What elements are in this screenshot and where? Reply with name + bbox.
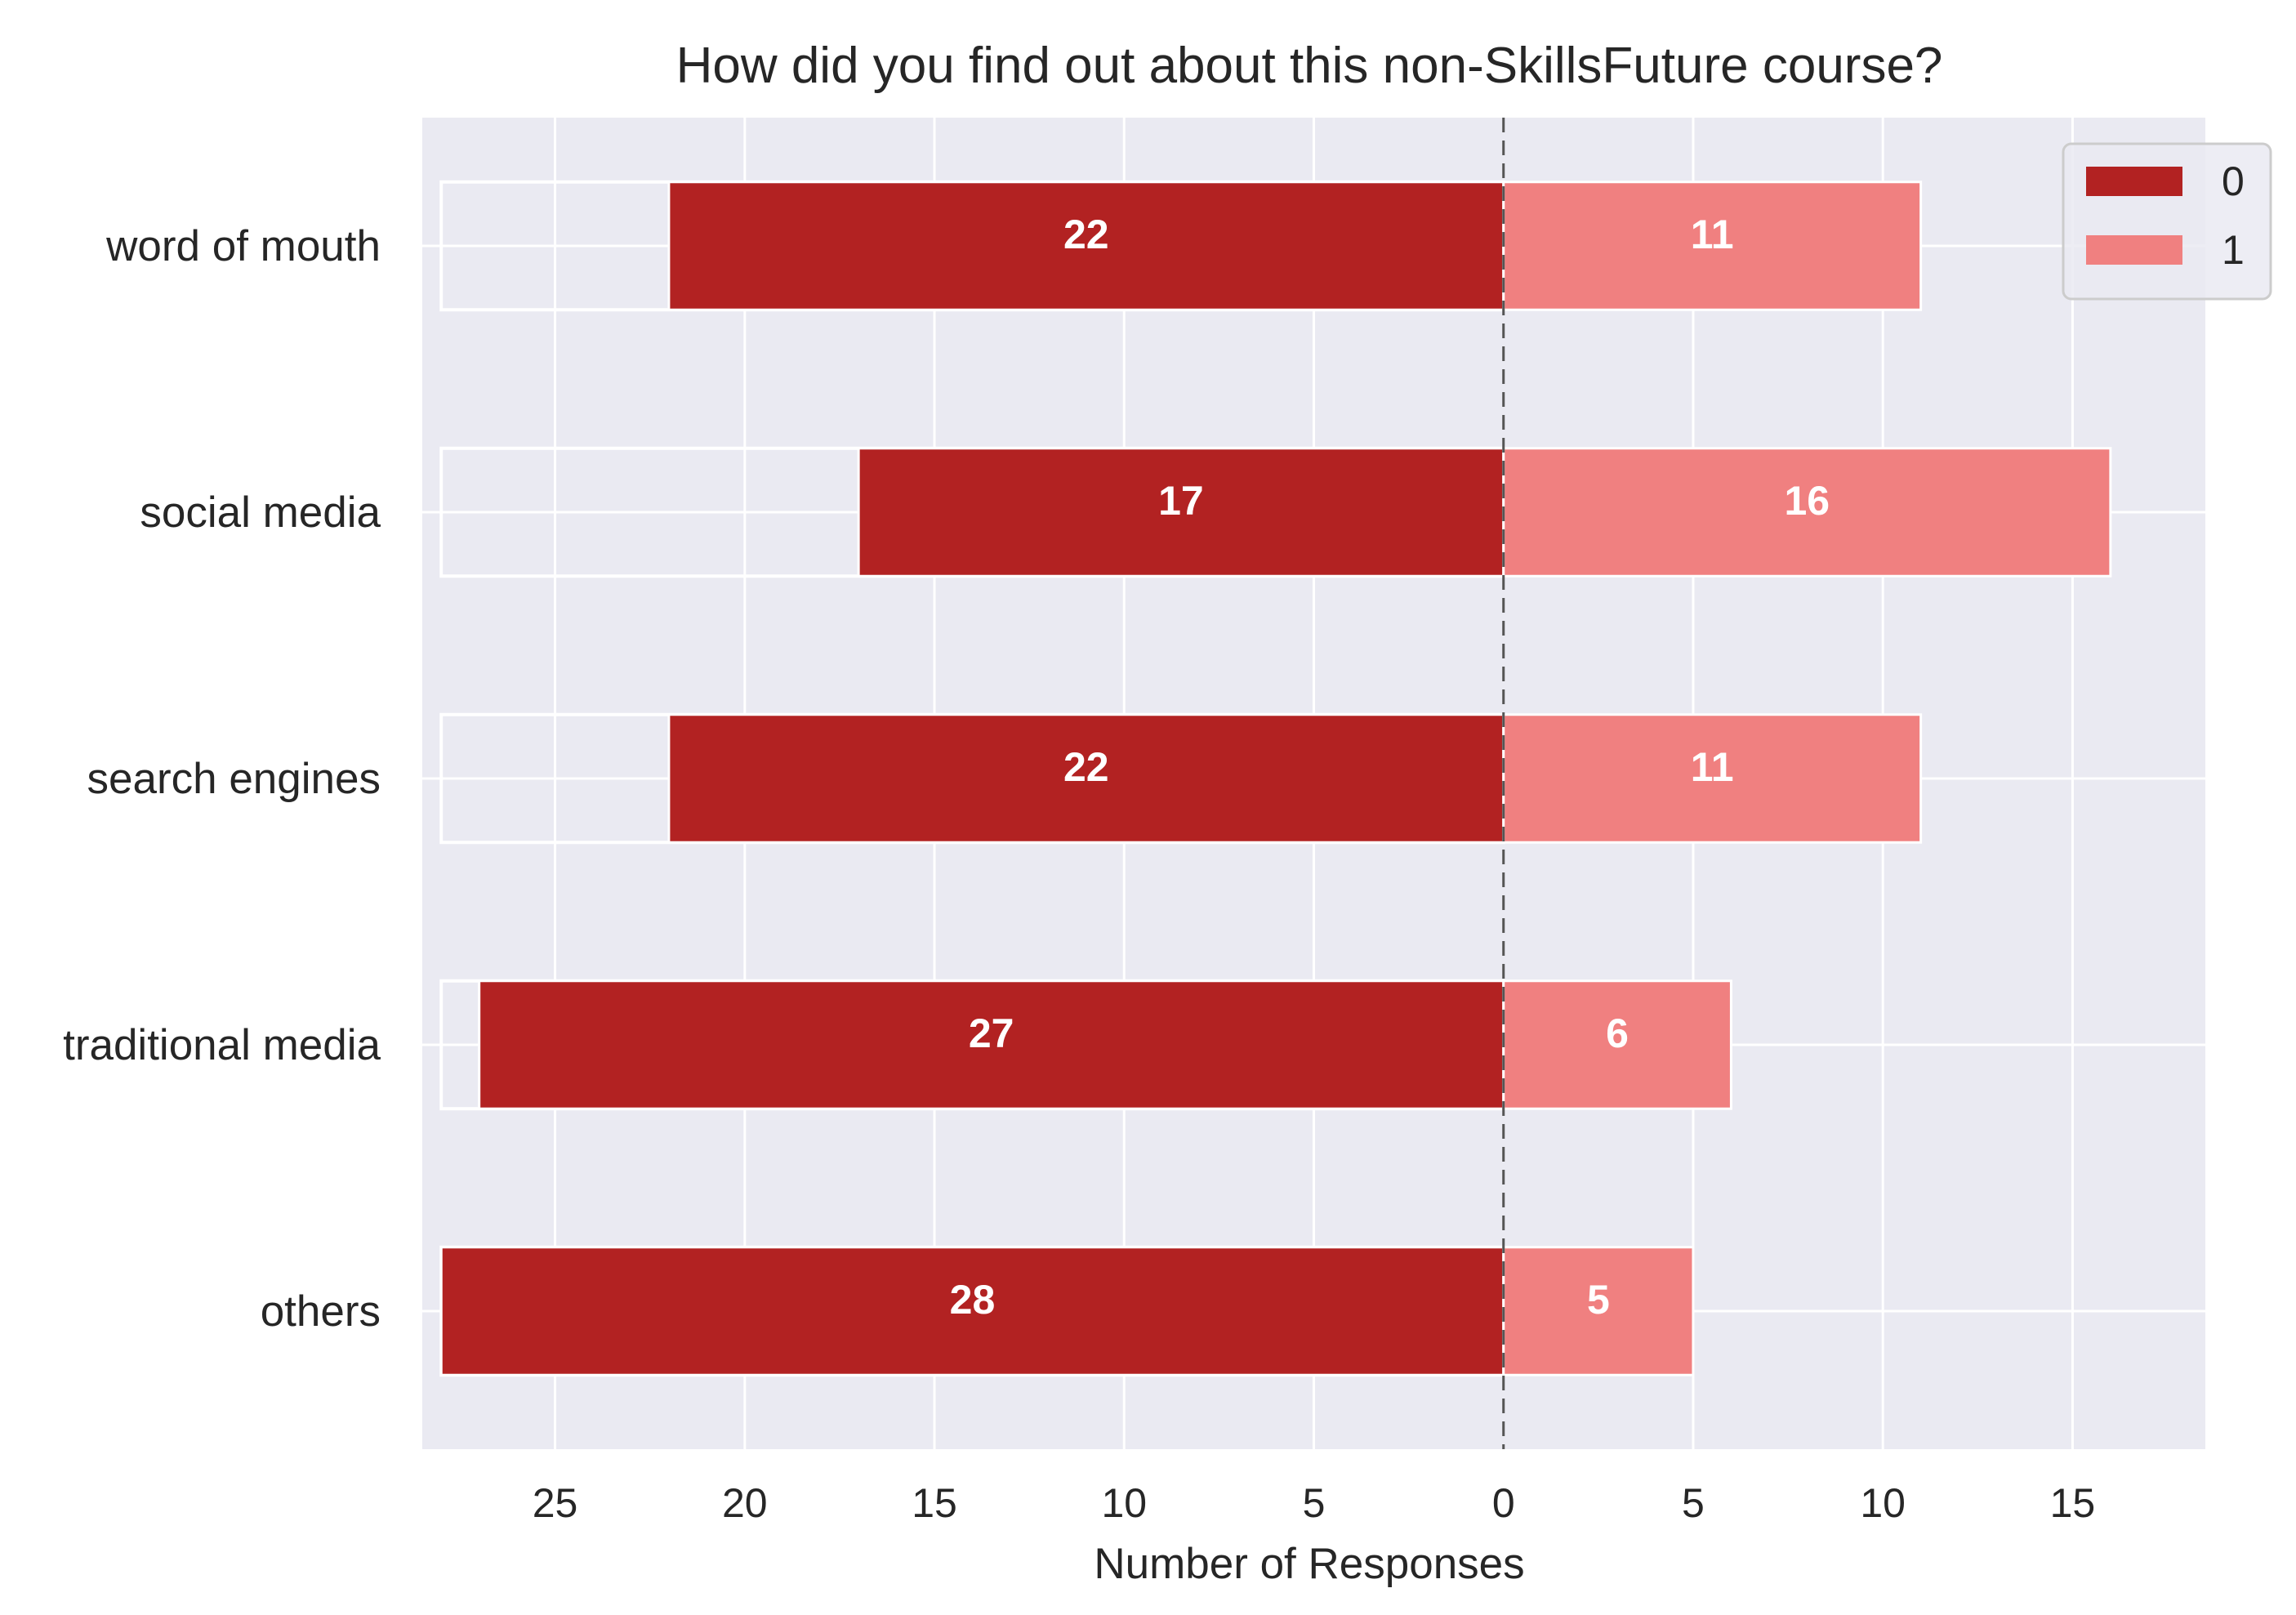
x-tick-label-8: 15	[2050, 1480, 2096, 1526]
x-tick-label-4: 5	[1303, 1480, 1326, 1526]
y-tick-label-1: social media	[140, 489, 381, 537]
bar-label-series-1-4: 5	[1587, 1277, 1610, 1323]
bar-series-1-3	[1502, 979, 1732, 1110]
bar-label-series-0-2: 22	[1063, 744, 1109, 790]
bar-label-series-0-0: 22	[1063, 212, 1109, 257]
x-tick-label-0: 25	[533, 1480, 578, 1526]
y-axis-tick-labels: word of mouth social media search engines t…	[63, 222, 381, 1336]
bar-label-series-1-1: 16	[1784, 478, 1830, 524]
legend-swatch-1	[2086, 235, 2182, 265]
x-tick-label-7: 10	[1860, 1480, 1906, 1526]
bar-label-series-1-3: 6	[1606, 1010, 1629, 1056]
x-tick-label-3: 10	[1101, 1480, 1147, 1526]
bar-series-0-3	[478, 979, 1505, 1110]
x-tick-label-2: 15	[912, 1480, 957, 1526]
bar-label-series-0-1: 17	[1158, 478, 1204, 524]
y-tick-label-0: word of mouth	[105, 222, 381, 270]
legend-label-1: 1	[2222, 227, 2245, 273]
bar-label-series-0-3: 27	[969, 1010, 1014, 1056]
bar-series-1-0	[1502, 181, 1923, 311]
legend-label-0: 0	[2222, 158, 2245, 204]
bar-series-1-2	[1502, 713, 1923, 844]
bar-label-series-1-0: 11	[1691, 212, 1734, 257]
bar-label-series-0-4: 28	[950, 1277, 996, 1323]
y-tick-label-4: others	[261, 1287, 381, 1336]
legend: 01	[2062, 142, 2272, 301]
y-tick-label-3: traditional media	[63, 1021, 381, 1069]
bars	[439, 181, 2112, 1376]
x-axis-label: Number of Responses	[1094, 1540, 1524, 1588]
bar-series-0-2	[667, 713, 1505, 844]
bar-label-series-1-2: 11	[1691, 744, 1734, 790]
y-tick-label-2: search engines	[87, 755, 381, 803]
x-tick-label-5: 0	[1492, 1480, 1515, 1526]
x-tick-label-1: 20	[722, 1480, 768, 1526]
chart-title: How did you find out about this non-Skil…	[676, 38, 1943, 94]
x-axis-tick-labels: 25 20 15 10 5 0 5 10 15	[533, 1480, 2095, 1526]
bar-labels: 22 17 22 27 28 11 16 11 6 5	[950, 212, 1830, 1323]
bar-series-0-4	[439, 1246, 1505, 1376]
bar-series-1-1	[1502, 447, 2112, 578]
bar-series-0-0	[667, 181, 1505, 311]
x-tick-label-6: 5	[1682, 1480, 1705, 1526]
legend-swatch-0	[2086, 167, 2182, 196]
